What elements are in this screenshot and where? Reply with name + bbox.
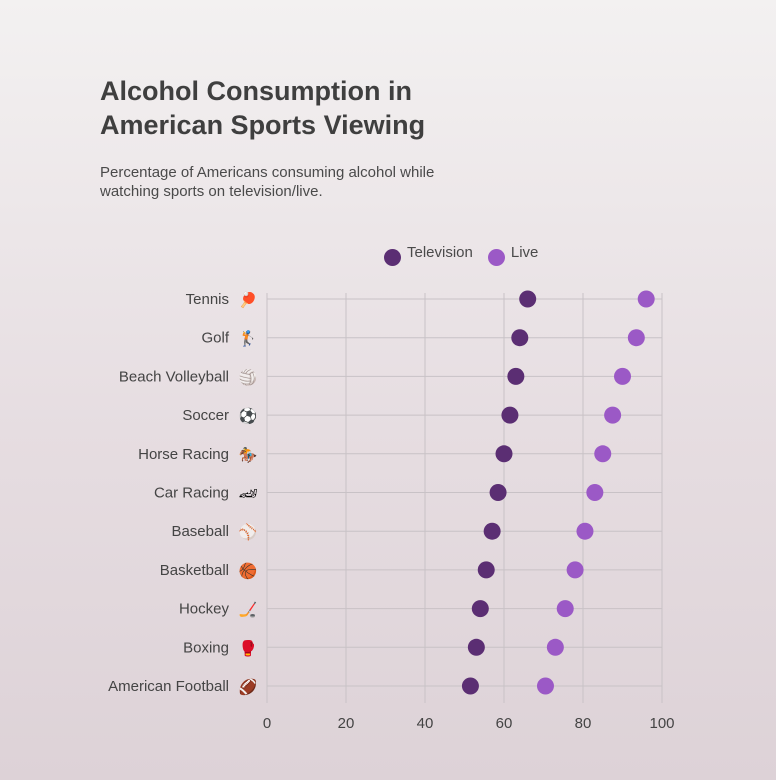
golf-icon: 🏌: [239, 330, 258, 348]
chart-subtitle: Percentage of Americans consuming alcoho…: [100, 164, 435, 200]
category-label-tennis: Tennis: [186, 291, 229, 308]
point-live-american-football: [536, 677, 554, 695]
point-live-hockey: [556, 600, 574, 618]
x-tick-label-80: 80: [575, 715, 592, 732]
x-tick-label-60: 60: [496, 715, 513, 732]
category-label-hockey: Hockey: [179, 601, 230, 618]
legend-swatch-live: [487, 249, 505, 266]
x-tick-label-40: 40: [417, 715, 434, 732]
category-label-basketball: Basketball: [160, 562, 229, 579]
basketball-icon: 🏀: [239, 561, 258, 581]
point-television-tennis: [519, 290, 537, 308]
point-live-basketball: [566, 561, 584, 579]
baseball-icon: ⚾: [238, 522, 258, 541]
beach-volleyball-icon: 🏐: [239, 368, 258, 386]
point-television-american-football: [461, 677, 479, 695]
hockey-icon: 🏒: [239, 601, 258, 619]
chart-title: Alcohol Consumption in American Sports V…: [100, 76, 426, 140]
category-label-car-racing: Car Racing: [154, 485, 229, 502]
point-television-car-racing: [489, 484, 507, 501]
legend-label-live: Live: [510, 244, 539, 261]
point-live-horse-racing: [594, 445, 612, 463]
point-live-baseball: [576, 522, 594, 540]
category-label-baseball: Baseball: [171, 523, 229, 540]
category-label-soccer: Soccer: [182, 407, 229, 424]
legend-item-live: Live: [487, 244, 539, 266]
category-label-horse-racing: Horse Racing: [138, 446, 229, 463]
car-racing-icon: 🏎: [238, 486, 257, 503]
legend: Television Live: [384, 244, 553, 266]
point-television-baseball: [483, 522, 501, 540]
point-television-beach-volleyball: [507, 367, 525, 385]
point-live-golf: [627, 329, 645, 347]
category-label-boxing: Boxing: [183, 639, 229, 656]
point-live-soccer: [604, 406, 622, 424]
horse-racing-icon: 🏇: [239, 446, 258, 464]
point-television-horse-racing: [495, 445, 513, 463]
legend-item-television: Television: [384, 244, 473, 266]
x-tick-label-0: 0: [263, 715, 271, 732]
point-live-boxing: [546, 638, 564, 656]
point-television-boxing: [467, 638, 485, 656]
point-live-beach-volleyball: [614, 367, 631, 385]
point-live-car-racing: [586, 484, 604, 501]
category-label-beach-volleyball: Beach Volleyball: [119, 368, 229, 385]
tennis-icon: 🏓: [239, 290, 258, 309]
legend-swatch-television: [384, 249, 401, 266]
legend-label-television: Television: [407, 244, 473, 261]
boxing-icon: 🥊: [239, 639, 258, 657]
point-television-hockey: [471, 600, 489, 618]
point-television-soccer: [501, 406, 519, 424]
point-television-basketball: [477, 561, 495, 579]
x-tick-label-100: 100: [649, 715, 674, 732]
category-label-american-football: American Football: [108, 678, 229, 695]
american-football-icon: 🏈: [239, 678, 258, 696]
x-tick-label-20: 20: [338, 715, 355, 732]
soccer-icon: ⚽: [238, 407, 258, 425]
category-label-golf: Golf: [201, 330, 229, 347]
point-television-golf: [511, 329, 529, 347]
point-live-tennis: [637, 290, 655, 308]
